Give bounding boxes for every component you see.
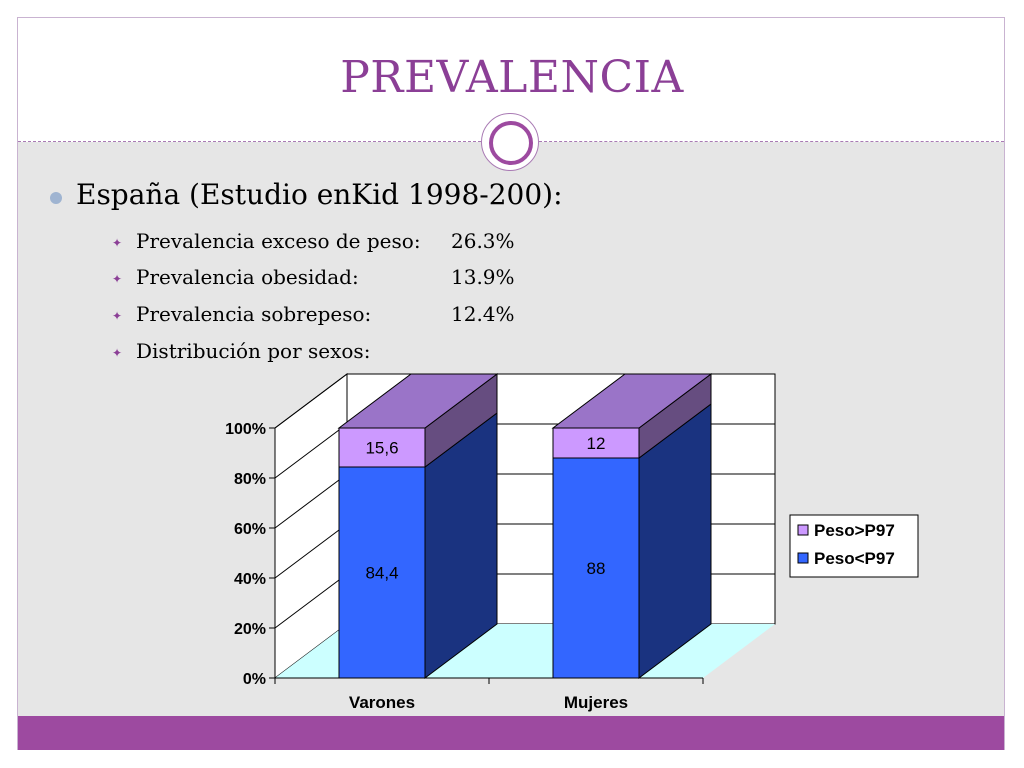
list-item-label: Prevalencia obesidad: xyxy=(136,265,359,289)
list-item-label: Prevalencia sobrepeso: xyxy=(136,302,372,326)
list-item-value: 12.4% xyxy=(451,302,515,326)
bullet-icon xyxy=(50,192,62,204)
sub-bullet-icon: ✦ xyxy=(112,345,123,360)
title-divider-left xyxy=(18,141,481,142)
list-item-label: Distribución por sexos: xyxy=(136,339,371,363)
title-divider-right xyxy=(539,141,1004,142)
legend-swatch xyxy=(797,524,809,536)
legend-swatch xyxy=(797,552,809,564)
slide-title: PREVALENCIA xyxy=(340,52,684,103)
data-label: 88 xyxy=(587,559,606,578)
x-tick-label: Mujeres xyxy=(564,693,628,712)
gridline-side xyxy=(274,423,348,479)
y-tick-label: 40% xyxy=(234,571,266,588)
list-item-label: Prevalencia exceso de peso: xyxy=(136,229,421,253)
list-item-value: 13.9% xyxy=(451,265,515,289)
legend-label: Peso>P97 xyxy=(814,521,895,540)
gridline-side xyxy=(274,373,348,429)
bar-top xyxy=(551,373,713,429)
list-item: ✦ Prevalencia exceso de peso: 26.3% xyxy=(112,227,515,255)
legend-box xyxy=(789,514,919,578)
ring-ornament-icon xyxy=(481,113,539,171)
sub-bullet-icon: ✦ xyxy=(112,235,123,250)
y-tick-label: 60% xyxy=(234,521,266,538)
main-bullet-text: España (Estudio enKid 1998-200): xyxy=(76,178,563,211)
gridline-side xyxy=(274,523,348,579)
bottom-bar xyxy=(18,716,1004,750)
list-item-value: 26.3% xyxy=(451,229,515,253)
bar-segment xyxy=(338,466,426,679)
bar-segment xyxy=(338,427,426,468)
y-tick-label: 20% xyxy=(234,621,266,638)
y-tick-label: 100% xyxy=(225,421,266,438)
data-label: 15,6 xyxy=(365,439,398,458)
x-tick-label: Varones xyxy=(349,693,415,712)
data-label: 12 xyxy=(587,434,606,453)
list-item: ✦ Prevalencia sobrepeso: 12.4% xyxy=(112,300,515,328)
gridline-side xyxy=(274,473,348,529)
y-tick-label: 80% xyxy=(234,471,266,488)
data-label: 84,4 xyxy=(365,564,398,583)
list-item: ✦ Prevalencia obesidad: 13.9% xyxy=(112,263,515,291)
y-tick-label: 0% xyxy=(243,671,266,688)
bar-segment xyxy=(552,457,640,679)
gridline-side xyxy=(274,573,348,629)
sub-bullet-icon: ✦ xyxy=(112,271,123,286)
sub-bullet-icon: ✦ xyxy=(112,308,123,323)
bar-top xyxy=(337,373,499,429)
bar-segment xyxy=(552,427,640,459)
list-item: ✦ Distribución por sexos: xyxy=(112,337,370,365)
legend-label: Peso<P97 xyxy=(814,549,895,568)
